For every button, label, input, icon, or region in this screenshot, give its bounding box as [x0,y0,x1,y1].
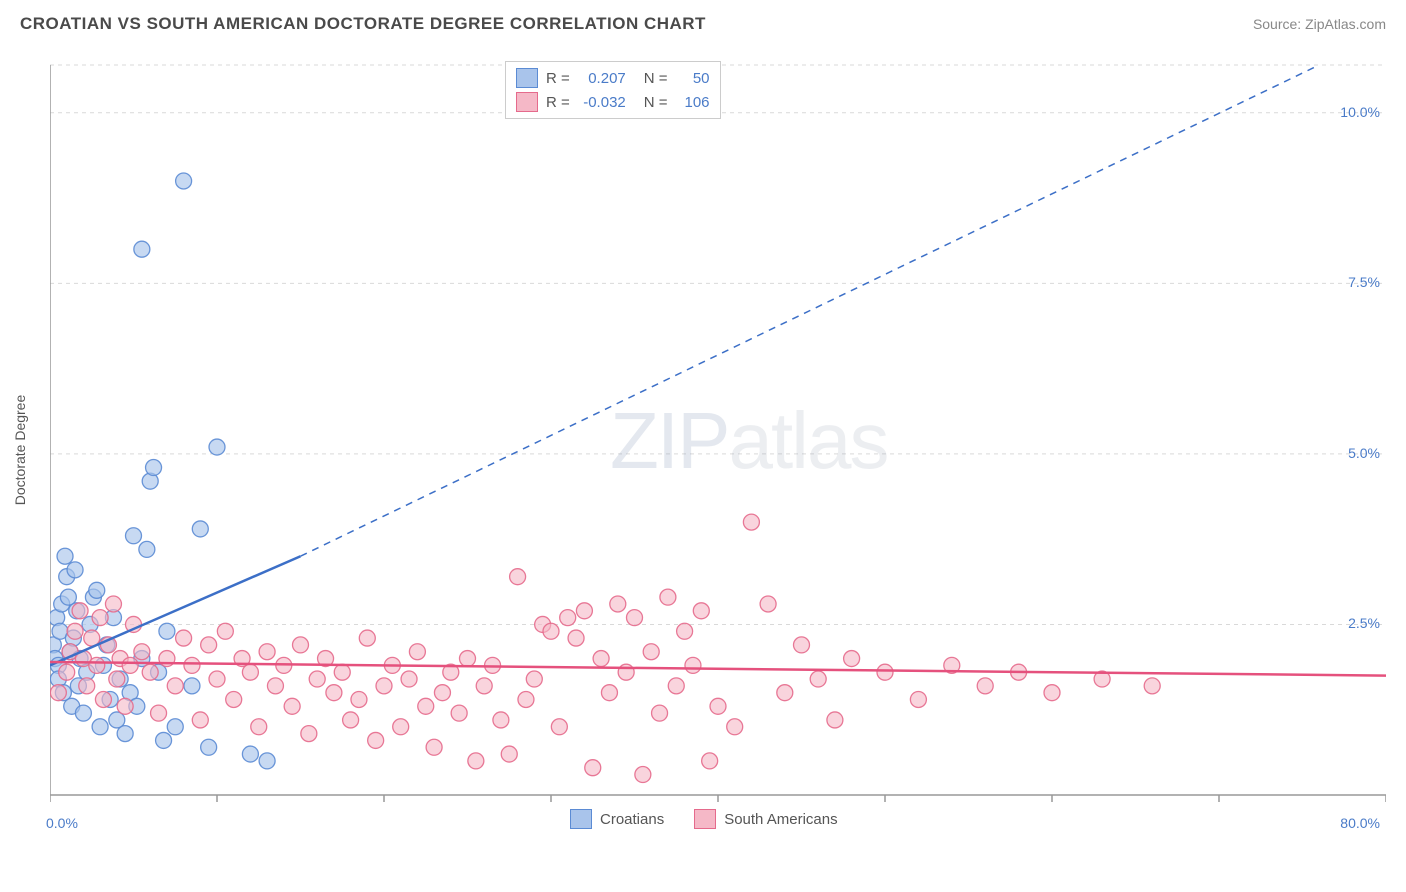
legend-row: R = 0.207 N = 50 [516,66,710,90]
legend-swatch [516,92,538,112]
chart-container: Doctorate Degree ZIPatlas R =0.207N =50R… [50,55,1386,845]
legend-series-label: South Americans [724,811,837,828]
legend-r-value: -0.032 [578,94,626,111]
legend-series-item: South Americans [694,809,837,829]
legend-n-value: 106 [676,94,710,111]
y-tick-label: 5.0% [1348,445,1380,461]
legend-swatch [570,809,592,829]
x-axis-max-label: 80.0% [1340,815,1380,831]
legend-r-label: R = [546,94,570,111]
y-tick-label: 10.0% [1340,104,1380,120]
legend-n-label: N = [644,94,668,111]
legend-swatch [694,809,716,829]
legend-n-value: 50 [676,70,710,87]
series-legend: Croatians South Americans [570,809,838,829]
correlation-legend: R = 0.207 N = 50 R = -0.032 N = 106 [505,61,721,119]
x-axis-min-label: 0.0% [46,815,78,831]
legend-swatch [516,68,538,88]
scatter-plot [50,55,1386,845]
legend-n-label: N = [644,70,668,87]
legend-series-label: Croatians [600,811,664,828]
legend-series-item: Croatians [570,809,664,829]
y-tick-label: 7.5% [1348,274,1380,290]
legend-row: R = -0.032 N = 106 [516,90,710,114]
legend-r-label: R = [546,70,570,87]
legend-r-value: 0.207 [578,70,626,87]
y-axis-label: Doctorate Degree [12,395,28,506]
chart-source: Source: ZipAtlas.com [1253,16,1386,32]
chart-header: CROATIAN VS SOUTH AMERICAN DOCTORATE DEG… [0,0,1406,40]
y-tick-label: 2.5% [1348,615,1380,631]
chart-title: CROATIAN VS SOUTH AMERICAN DOCTORATE DEG… [20,14,706,34]
